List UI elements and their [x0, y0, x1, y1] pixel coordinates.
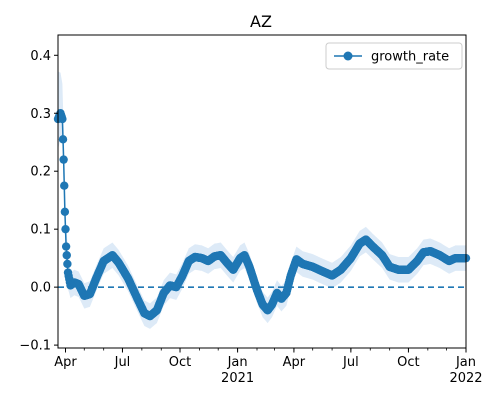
growth-rate-point	[60, 207, 70, 216]
x-tick-label: Jul	[342, 355, 359, 370]
x-tick-year-label: 2022	[449, 371, 482, 386]
y-tick-label: 0.1	[30, 223, 51, 238]
legend-label: growth_rate	[371, 50, 449, 65]
growth-rate-point	[62, 251, 71, 260]
growth-rate-point	[58, 114, 67, 124]
series-layer	[53, 109, 471, 321]
x-tick-label: Apr	[283, 355, 306, 370]
growth-rate-point	[63, 259, 72, 269]
y-tick-label: 0.0	[30, 281, 51, 296]
growth-rate-point	[59, 155, 68, 164]
x-tick-label: Apr	[54, 355, 77, 370]
plot-frame	[57, 34, 467, 349]
growth-rate-point	[61, 224, 70, 234]
legend: growth_rate	[325, 42, 463, 70]
chart-title: AZ	[250, 12, 272, 31]
x-tick-label: Jul	[114, 355, 131, 370]
growth-rate-line	[57, 111, 466, 318]
x-tick-year-label: 2021	[221, 371, 254, 386]
x-tick-label: Jan	[455, 355, 476, 370]
y-tick-label: 0.4	[30, 49, 51, 64]
growth-rate-point	[58, 135, 68, 144]
confidence-band	[58, 71, 466, 329]
x-tick-label: Jan	[227, 355, 248, 370]
legend-marker-swatch	[343, 51, 353, 61]
confidence-band-layer	[58, 71, 466, 329]
y-tick-label: 0.2	[30, 165, 51, 180]
y-tick-label: 0.3	[30, 107, 51, 122]
legend-box	[325, 42, 463, 70]
x-tick-label: Oct	[169, 355, 191, 370]
y-tick-label: −0.1	[19, 339, 51, 354]
x-tick-label: Oct	[397, 355, 419, 370]
growth-rate-point	[60, 181, 69, 190]
growth-rate-point	[61, 242, 71, 251]
